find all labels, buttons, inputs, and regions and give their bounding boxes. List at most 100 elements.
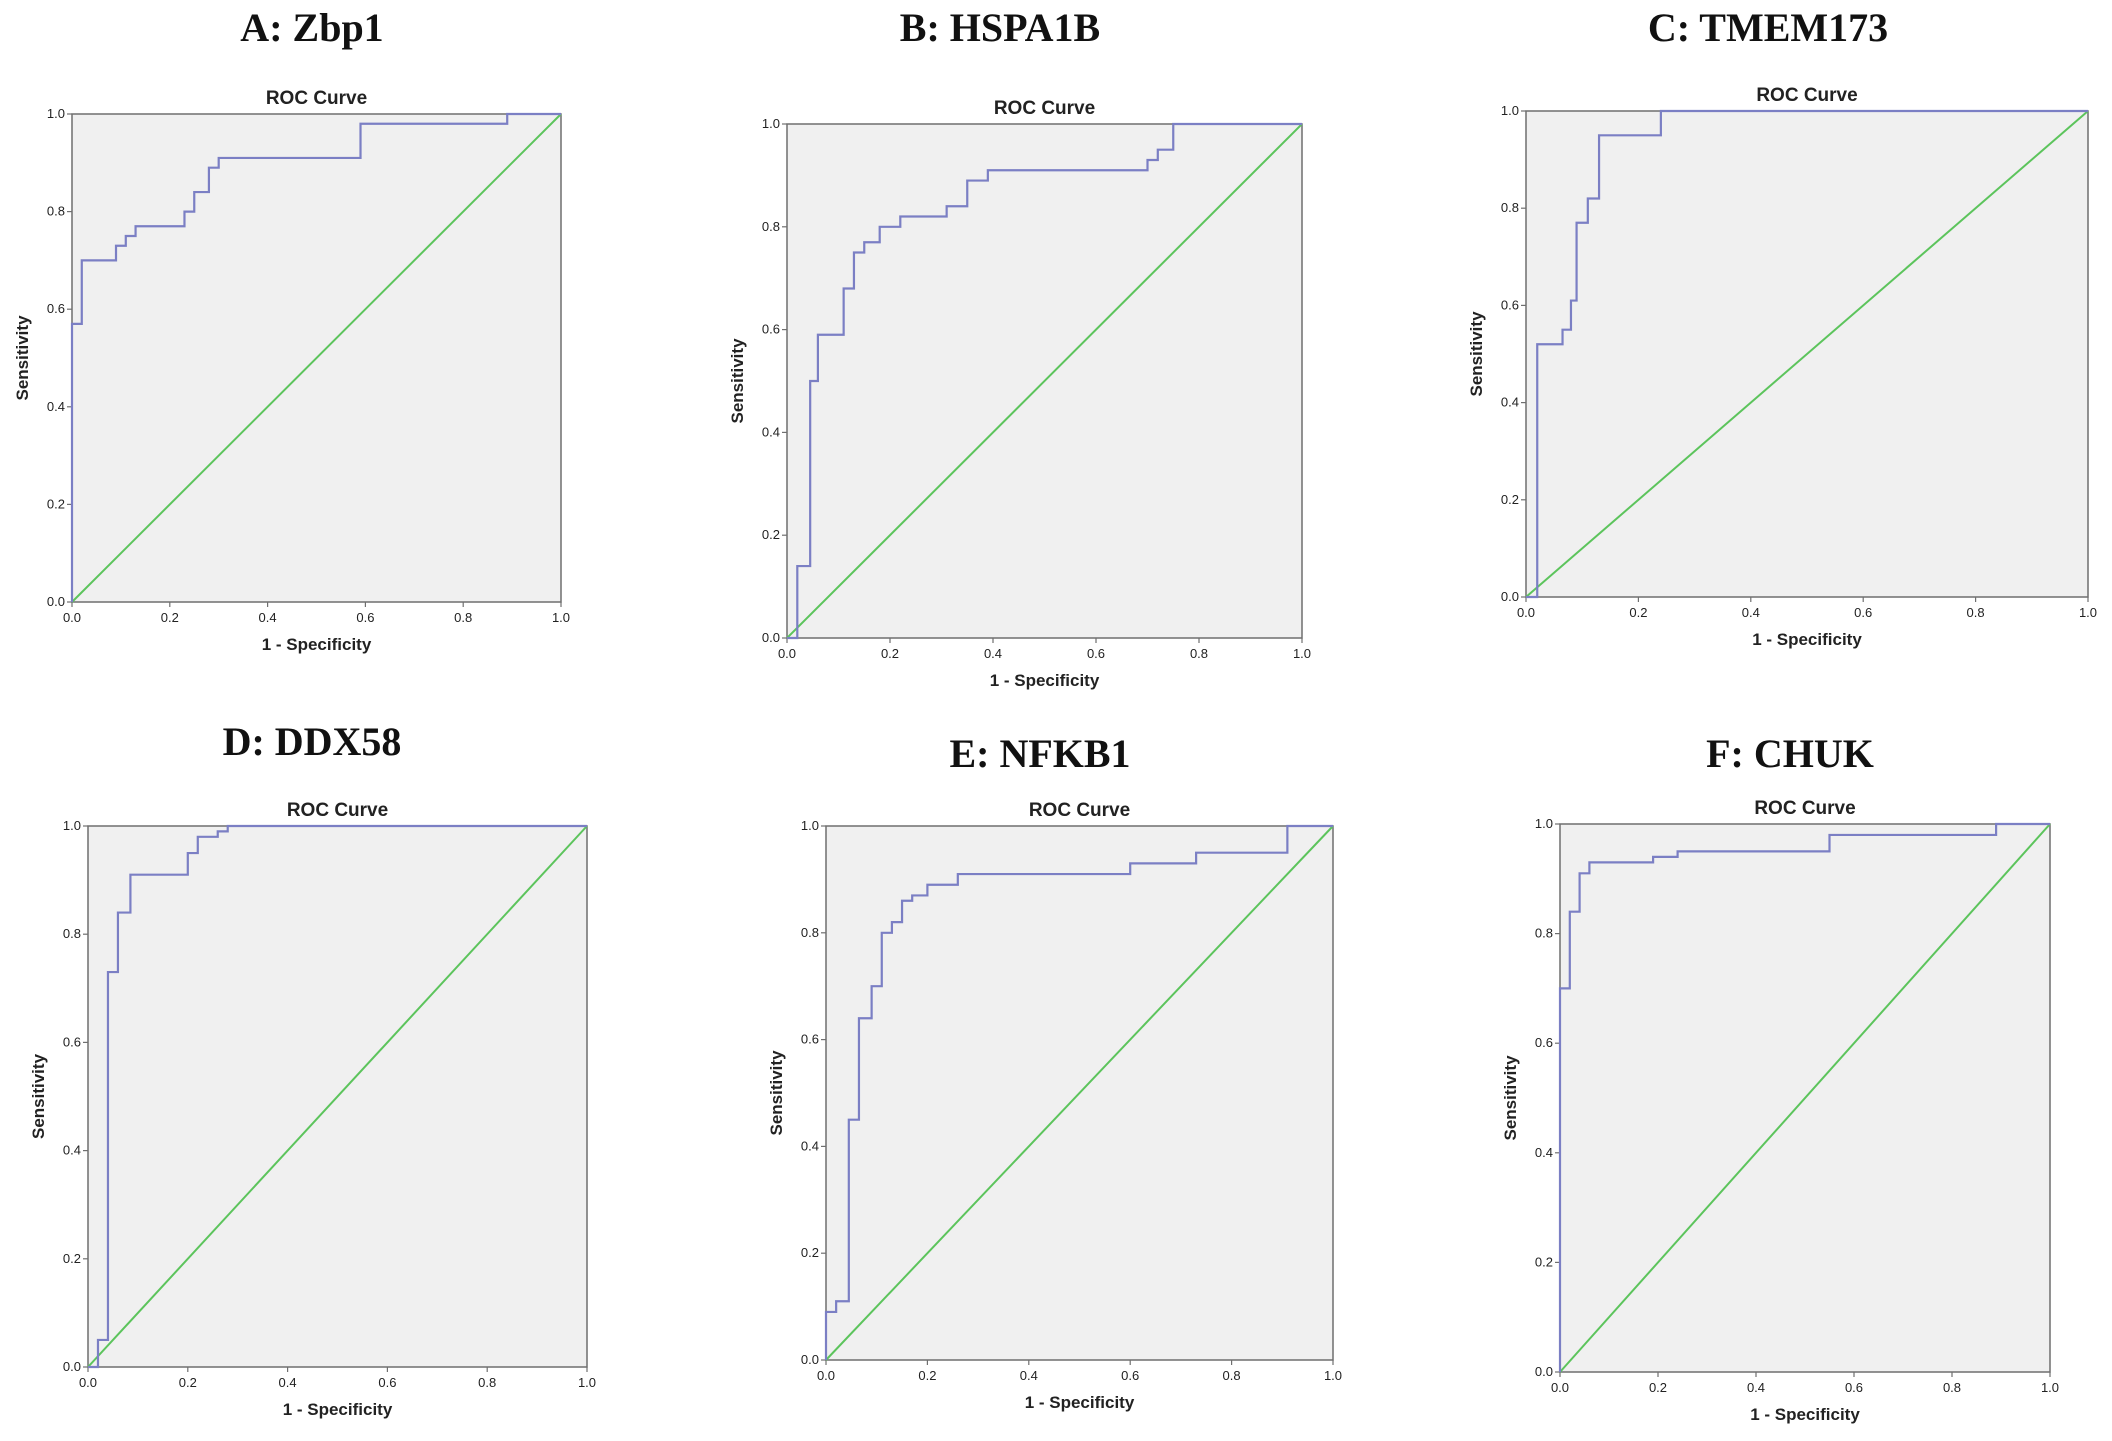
x-tick-label: 0.2 — [918, 1368, 936, 1383]
roc-chart-b: ROC Curve 0.0 0.2 0.4 0.6 0.8 1.0 0.0 0.2 0.4 0.6 0… — [728, 98, 1311, 690]
chart-title: ROC Curve — [1029, 800, 1130, 821]
x-tick-label: 0.4 — [279, 1375, 297, 1390]
x-tick-label: 0.6 — [1845, 1380, 1863, 1395]
reference-line — [786, 123, 1303, 639]
x-tick-label: 0.2 — [161, 610, 179, 625]
roc-chart-f: ROC Curve 0.0 0.2 0.4 0.6 0.8 1.0 0.0 0.2 0.4 0.6 0… — [1501, 798, 2059, 1424]
roc-chart-c: ROC Curve 0.0 0.2 0.4 0.6 0.8 1.0 0.0 0.2 0.4 0.6 0… — [1467, 85, 2097, 649]
reference-line — [825, 825, 1334, 1361]
x-tick-label: 0.6 — [378, 1375, 396, 1390]
x-tick-label: 0.4 — [1742, 605, 1760, 620]
x-tick-label: 1.0 — [2079, 605, 2097, 620]
x-axis-label: 1 - Specificity — [1752, 630, 1862, 649]
roc-chart-a: ROC Curve 0.0 0.2 0.4 0.6 0.8 1.0 0.0 0.2 0.4 0.6 0… — [13, 88, 570, 654]
x-tick-label: 0.8 — [454, 610, 472, 625]
y-tick-label: 0.6 — [762, 322, 780, 337]
x-tick-label: 0.2 — [881, 646, 899, 661]
y-tick-label: 0.6 — [801, 1032, 819, 1047]
y-tick-label: 0.8 — [63, 926, 81, 941]
x-tick-label: 1.0 — [2041, 1380, 2059, 1395]
y-tick-label: 0.4 — [762, 424, 780, 439]
roc-curve-line — [1558, 822, 2050, 1372]
y-tick-label: 0.2 — [1535, 1254, 1553, 1269]
x-tick-label: 1.0 — [1324, 1368, 1342, 1383]
roc-chart-e: ROC Curve 0.0 0.2 0.4 0.6 0.8 1.0 0.0 0.2 0.4 0.6 0… — [767, 800, 1342, 1412]
y-axis-label: Sensitivity — [1501, 1055, 1520, 1141]
y-tick-label: 1.0 — [1535, 816, 1553, 831]
x-tick-label: 0.8 — [1943, 1380, 1961, 1395]
y-tick-label: 0.8 — [801, 925, 819, 940]
panel-a-title: A: Zbp1 — [240, 5, 384, 50]
x-axis-label: 1 - Specificity — [1025, 1393, 1135, 1412]
y-tick-label: 0.6 — [1535, 1035, 1553, 1050]
y-tick-label: 0.6 — [47, 301, 65, 316]
x-tick-label: 0.4 — [1747, 1380, 1765, 1395]
y-tick-label: 1.0 — [47, 106, 65, 121]
y-axis-label: Sensitivity — [29, 1053, 48, 1139]
y-tick-label: 0.4 — [47, 399, 65, 414]
chart-title: ROC Curve — [1756, 85, 1857, 106]
roc-curve-line — [1526, 109, 2088, 599]
x-tick-label: 0.6 — [1121, 1368, 1139, 1383]
x-tick-label: 0.4 — [259, 610, 277, 625]
panel-f-title: F: CHUK — [1706, 731, 1874, 776]
x-axis-label: 1 - Specificity — [262, 635, 372, 654]
y-axis-label: Sensitivity — [767, 1050, 786, 1136]
x-tick-label: 1.0 — [578, 1375, 596, 1390]
roc-curve-line — [70, 112, 561, 602]
chart-title: ROC Curve — [266, 88, 367, 109]
panel-c-title: C: TMEM173 — [1647, 5, 1889, 50]
y-tick-label: 1.0 — [1501, 103, 1519, 118]
y-tick-label: 0.4 — [63, 1143, 81, 1158]
chart-title: ROC Curve — [287, 800, 388, 821]
y-tick-label: 0.8 — [47, 204, 65, 219]
y-tick-label: 0.8 — [1535, 926, 1553, 941]
panel-d-title: D: DDX58 — [222, 719, 402, 764]
x-tick-label: 0.6 — [1087, 646, 1105, 661]
y-tick-label: 0.8 — [762, 219, 780, 234]
y-tick-label: 1.0 — [762, 116, 780, 131]
x-tick-label: 0.8 — [1190, 646, 1208, 661]
y-axis-label: Sensitivity — [13, 315, 32, 401]
reference-line — [87, 825, 588, 1368]
x-tick-label: 0.0 — [817, 1368, 835, 1383]
x-tick-label: 0.0 — [79, 1375, 97, 1390]
y-tick-label: 0.0 — [1501, 589, 1519, 604]
y-tick-label: 0.0 — [63, 1359, 81, 1374]
y-axis-label: Sensitivity — [1467, 311, 1486, 397]
y-tick-label: 0.2 — [1501, 492, 1519, 507]
reference-line — [1525, 110, 2089, 598]
panel-b-title: B: HSPA1B — [899, 5, 1101, 50]
y-axis-label: Sensitivity — [728, 338, 747, 424]
x-tick-label: 0.0 — [1517, 605, 1535, 620]
y-tick-label: 0.6 — [63, 1034, 81, 1049]
x-tick-label: 0.4 — [1020, 1368, 1038, 1383]
chart-title: ROC Curve — [1754, 798, 1855, 819]
x-tick-label: 0.6 — [356, 610, 374, 625]
x-tick-label: 0.0 — [778, 646, 796, 661]
y-tick-label: 0.4 — [1535, 1145, 1553, 1160]
y-tick-label: 0.4 — [801, 1138, 819, 1153]
y-tick-label: 1.0 — [63, 818, 81, 833]
y-tick-label: 0.0 — [1535, 1364, 1553, 1379]
reference-line — [71, 113, 562, 603]
x-axis-label: 1 - Specificity — [1750, 1405, 1860, 1424]
x-tick-label: 0.0 — [63, 610, 81, 625]
y-tick-label: 0.4 — [1501, 395, 1519, 410]
y-tick-label: 1.0 — [801, 818, 819, 833]
y-tick-label: 0.0 — [801, 1352, 819, 1367]
x-tick-label: 0.2 — [179, 1375, 197, 1390]
x-tick-label: 0.8 — [1223, 1368, 1241, 1383]
roc-curve-line — [88, 824, 587, 1369]
x-axis-label: 1 - Specificity — [990, 671, 1100, 690]
y-tick-label: 0.2 — [801, 1245, 819, 1260]
reference-line — [1559, 823, 2051, 1373]
x-tick-label: 0.0 — [1551, 1380, 1569, 1395]
x-tick-label: 0.8 — [478, 1375, 496, 1390]
y-tick-label: 0.6 — [1501, 297, 1519, 312]
roc-chart-d: ROC Curve 0.0 0.2 0.4 0.6 0.8 1.0 0.0 0.2 0.4 0.6 0… — [29, 800, 596, 1419]
x-tick-label: 1.0 — [552, 610, 570, 625]
x-tick-label: 0.2 — [1629, 605, 1647, 620]
x-tick-label: 0.8 — [1967, 605, 1985, 620]
roc-curve-line — [787, 122, 1302, 640]
